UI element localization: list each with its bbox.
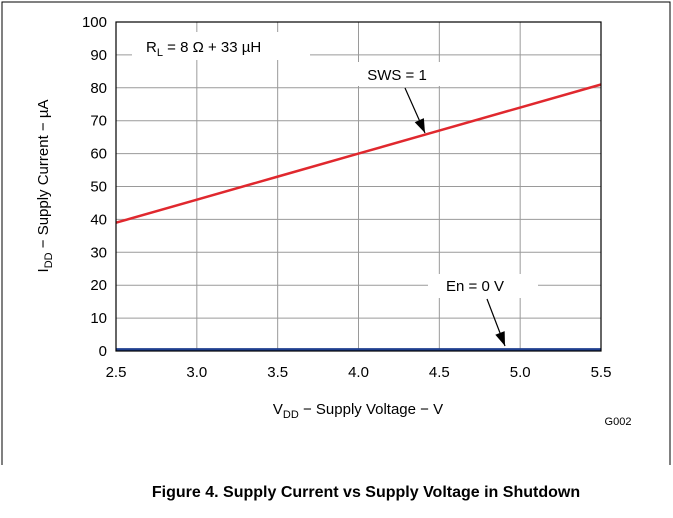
label-box (428, 274, 538, 298)
series-label: SWS = 1 (367, 67, 427, 84)
x-axis-label: VDD − Supply Voltage − V (273, 401, 443, 421)
y-tick-label: 60 (90, 146, 107, 163)
figure-code: G002 (605, 416, 632, 428)
y-tick-label: 0 (99, 343, 107, 360)
annotation-part: L (157, 47, 163, 59)
frame (1, 1, 671, 465)
x-tick-label: 5.0 (510, 364, 531, 381)
annotation-part: R (146, 39, 157, 56)
arrow-head (495, 331, 505, 346)
y-tick-label: 100 (82, 14, 107, 31)
plot-border (115, 21, 602, 352)
annotation-box (132, 32, 310, 60)
label-box (352, 62, 442, 86)
y-tick-label: 40 (90, 211, 107, 228)
y-axis-label: IDD − Supply Current − µA (35, 100, 55, 273)
y-tick-label: 50 (90, 179, 107, 196)
series-line (115, 83, 602, 224)
series-label: En = 0 V (446, 278, 504, 295)
x-tick-label: 2.5 (106, 364, 127, 381)
annotation: RL = 8 Ω + 33 µH (146, 39, 261, 59)
y-tick-label: 90 (90, 47, 107, 64)
x-tick-label: 4.0 (348, 364, 369, 381)
x-tick-label: 5.5 (591, 364, 612, 381)
y-tick-label: 70 (90, 113, 107, 130)
x-tick-label: 3.0 (186, 364, 207, 381)
plot (115, 21, 602, 352)
x-tick-label: 3.5 (267, 364, 288, 381)
annotation-part: = 8 Ω + 33 µH (163, 39, 261, 56)
caption: Figure 4. Supply Current vs Supply Volta… (152, 484, 580, 501)
x-tick-label: 4.5 (429, 364, 450, 381)
y-tick-label: 10 (90, 310, 107, 327)
y-tick-label: 30 (90, 244, 107, 261)
arrow-head (414, 118, 425, 133)
y-tick-label: 80 (90, 80, 107, 97)
y-tick-label: 20 (90, 277, 107, 294)
